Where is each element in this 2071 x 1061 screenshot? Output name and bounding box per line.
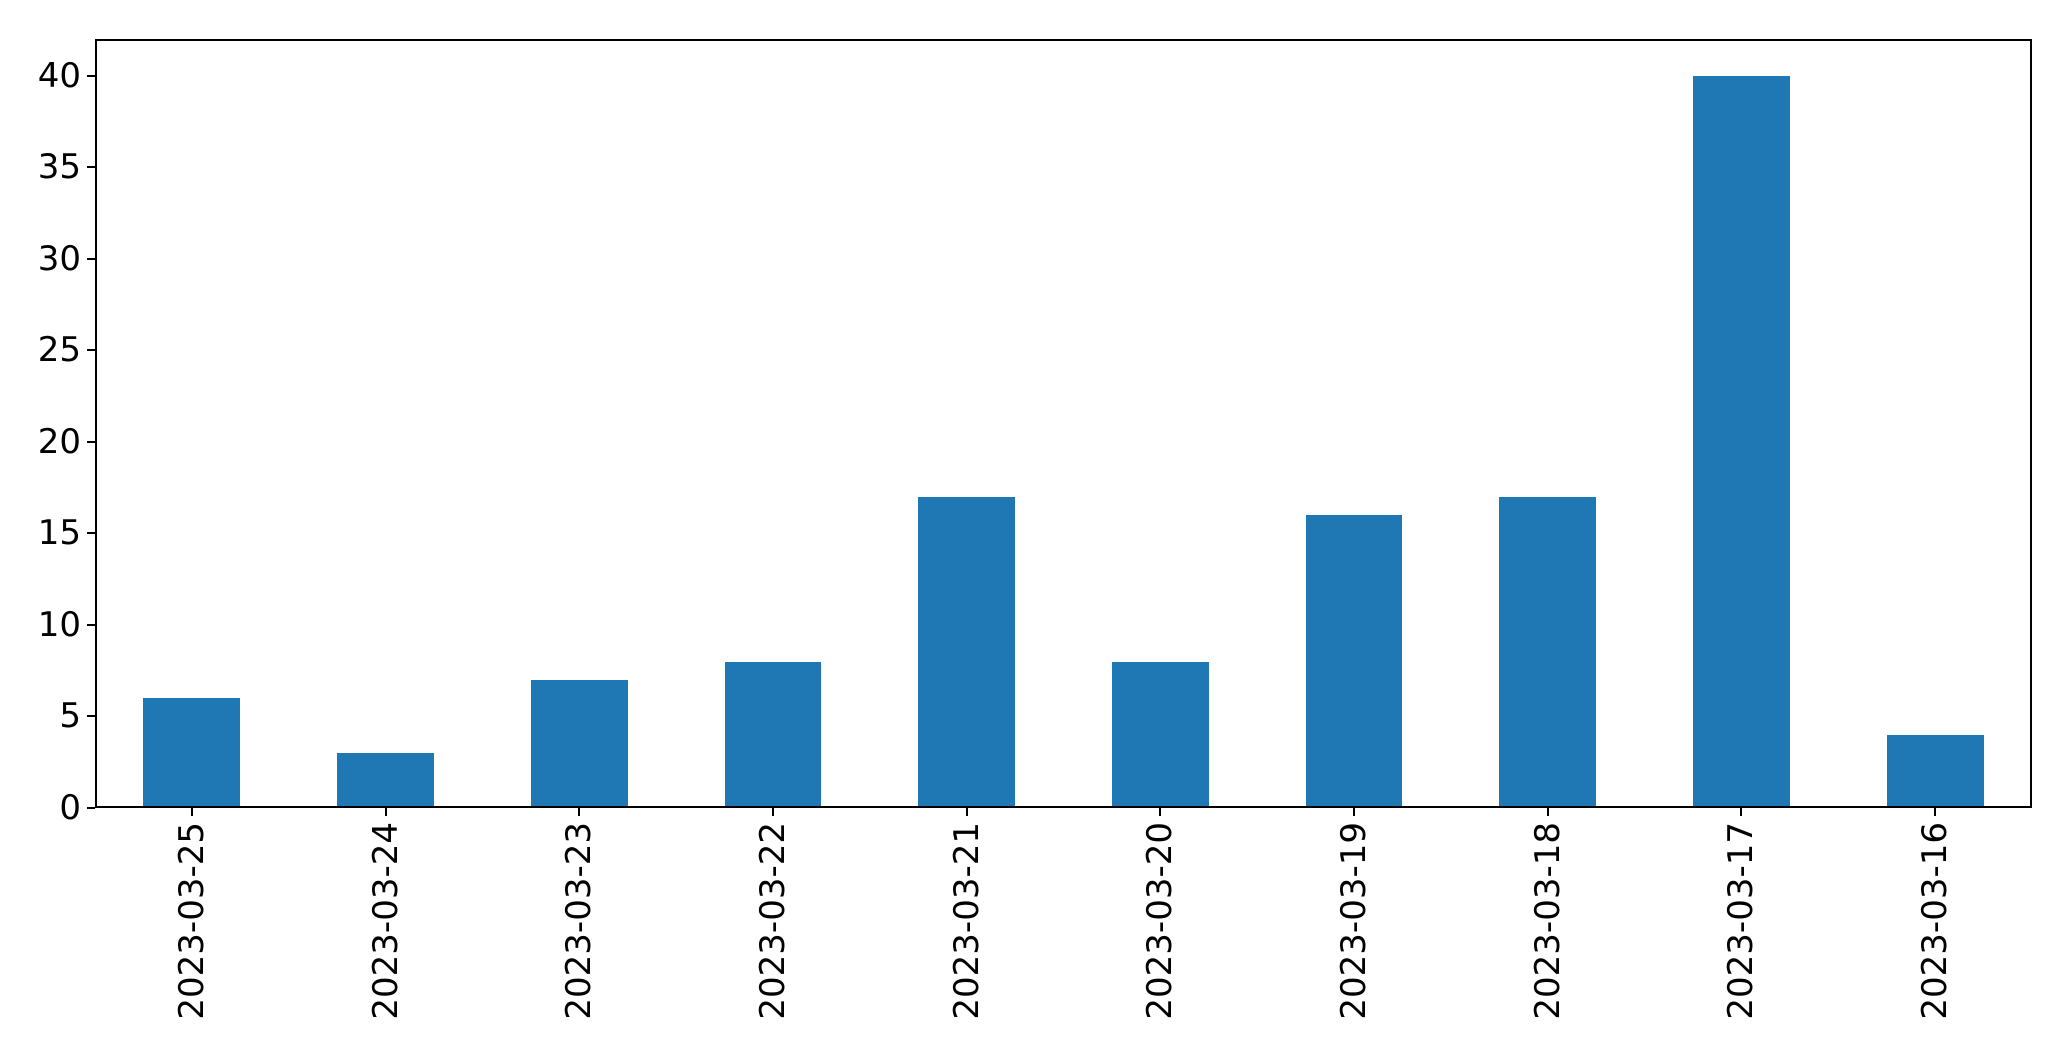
y-tick-mark	[87, 166, 95, 169]
x-tick-mark	[384, 808, 387, 816]
y-tick-label: 0	[59, 788, 81, 828]
bar	[1886, 734, 1984, 808]
bar	[1111, 661, 1209, 808]
y-tick-mark	[87, 623, 95, 626]
x-tick-label: 2023-03-19	[1334, 822, 1375, 1020]
y-tick-mark	[87, 74, 95, 77]
bar	[1693, 75, 1790, 808]
x-tick-label: 2023-03-23	[559, 822, 600, 1020]
x-tick-mark	[1546, 808, 1549, 816]
bar	[918, 496, 1016, 808]
y-tick-label: 5	[59, 696, 81, 737]
bar	[337, 753, 434, 808]
y-tick-label: 25	[37, 330, 81, 371]
y-tick-mark	[87, 440, 95, 443]
x-tick-label: 2023-03-24	[365, 822, 406, 1020]
bar	[1305, 515, 1403, 808]
x-tick-label: 2023-03-21	[946, 822, 987, 1020]
y-tick-label: 40	[37, 55, 81, 96]
x-tick-label: 2023-03-22	[752, 822, 793, 1020]
x-tick-mark	[1353, 808, 1356, 816]
y-tick-label: 20	[37, 421, 81, 462]
x-tick-label: 2023-03-17	[1721, 822, 1762, 1020]
bar	[1499, 496, 1597, 808]
x-tick-mark	[965, 808, 968, 816]
y-tick-mark	[87, 715, 95, 718]
y-tick-label: 15	[37, 513, 81, 554]
x-tick-mark	[1159, 808, 1162, 816]
x-tick-label: 2023-03-16	[1915, 822, 1956, 1020]
x-tick-mark	[1740, 808, 1743, 816]
y-tick-mark	[87, 349, 95, 352]
x-tick-label: 2023-03-18	[1527, 822, 1568, 1020]
x-tick-mark	[578, 808, 581, 816]
x-tick-label: 2023-03-25	[171, 822, 212, 1020]
bar	[143, 698, 241, 808]
y-tick-mark	[87, 257, 95, 260]
x-tick-mark	[771, 808, 774, 816]
y-tick-mark	[87, 532, 95, 535]
y-tick-label: 30	[37, 238, 81, 279]
bar	[530, 679, 628, 808]
bar	[724, 661, 822, 808]
x-tick-mark	[190, 808, 193, 816]
x-tick-label: 2023-03-20	[1140, 822, 1181, 1020]
y-tick-label: 35	[37, 147, 81, 188]
y-tick-label: 10	[37, 604, 81, 645]
y-tick-mark	[87, 807, 95, 809]
plot-area	[95, 39, 2032, 808]
x-tick-mark	[1934, 808, 1937, 816]
